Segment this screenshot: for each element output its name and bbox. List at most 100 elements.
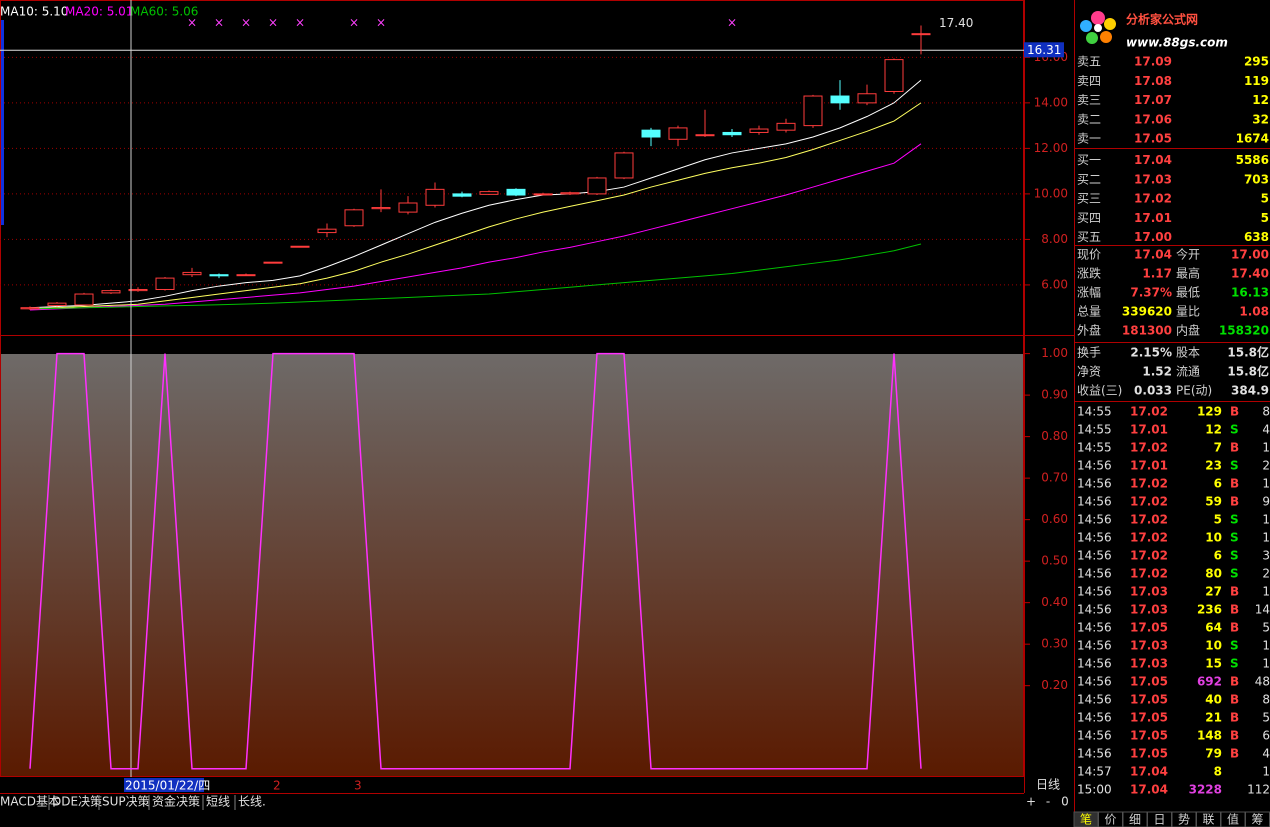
trade-time: 14:55 [1077, 441, 1112, 455]
panel-tab[interactable]: 势 [1178, 813, 1190, 827]
candle-body [74, 293, 94, 306]
candle-body [695, 134, 715, 137]
trade-count: 4 [1262, 747, 1270, 761]
panel-tab[interactable]: 联 [1202, 813, 1214, 827]
candle-body [857, 93, 877, 104]
trade-price: 17.01 [1130, 459, 1168, 473]
trade-count: 9 [1262, 495, 1270, 509]
x-label: 2 [273, 779, 281, 793]
y-tick-label: 0.90 [1041, 388, 1068, 402]
candle-body [803, 95, 823, 127]
stat-value: 181300 [1122, 324, 1172, 338]
trade-volume: 79 [1205, 747, 1222, 761]
trade-side: B [1230, 675, 1239, 689]
stat-label: 量比 [1176, 305, 1200, 319]
trade-volume: 59 [1205, 495, 1222, 509]
trade-volume: 10 [1205, 531, 1222, 545]
stat-value: 339620 [1122, 305, 1172, 319]
trade-time: 14:56 [1077, 675, 1112, 689]
panel-tab[interactable]: 价 [1104, 813, 1116, 827]
book-label: 卖一 [1077, 132, 1101, 146]
trade-count: 8 [1262, 405, 1270, 419]
button[interactable]: 0 [1061, 795, 1069, 809]
book-price: 17.00 [1134, 230, 1172, 244]
stat-value: 15.8亿 [1227, 364, 1269, 379]
stat-value: 158320 [1219, 324, 1269, 338]
trade-price: 17.04 [1130, 783, 1168, 797]
trade-side: B [1230, 495, 1239, 509]
tab[interactable]: MACD基本 [0, 795, 60, 809]
book-price: 17.08 [1134, 74, 1172, 88]
candle-body [479, 191, 499, 195]
tab[interactable]: 长线. [238, 795, 266, 809]
candle-body [506, 188, 526, 196]
trade-time: 14:56 [1077, 657, 1112, 671]
y-tick-label: 0.40 [1041, 595, 1068, 609]
trade-price: 17.05 [1130, 729, 1168, 743]
book-label: 卖二 [1077, 112, 1101, 126]
period-label: 日线 [1036, 778, 1060, 792]
legend-entry: MA60: 5.06 [130, 5, 198, 19]
candle-body [884, 59, 904, 92]
button[interactable]: - [1046, 795, 1050, 809]
trade-time: 14:56 [1077, 549, 1112, 563]
stat-label: 流通 [1176, 365, 1200, 379]
button[interactable]: + [1026, 795, 1036, 809]
book-label: 买三 [1077, 192, 1101, 206]
legend-entry: MA20: 5.01 [65, 5, 133, 19]
trade-time: 14:56 [1077, 513, 1112, 527]
stat-label: 股本 [1176, 346, 1200, 360]
trade-count: 3 [1262, 549, 1270, 563]
stat-label: 涨幅 [1077, 285, 1101, 300]
book-price: 17.07 [1134, 93, 1172, 107]
book-label: 卖五 [1077, 55, 1101, 69]
trade-side: B [1230, 621, 1239, 635]
book-price: 17.01 [1134, 211, 1172, 225]
panel-tab[interactable]: 细 [1129, 813, 1141, 827]
trade-volume: 64 [1205, 621, 1222, 635]
signal-mark: × [349, 16, 359, 30]
trade-volume: 6 [1214, 477, 1222, 491]
stat-value: 17.00 [1231, 248, 1269, 262]
tab[interactable]: SUP决策 [102, 795, 150, 809]
trade-volume: 5 [1214, 513, 1222, 527]
trade-price: 17.05 [1130, 747, 1168, 761]
stat-value: 16.13 [1231, 286, 1269, 300]
panel-tab[interactable]: 笔 [1080, 812, 1092, 827]
trade-side: S [1230, 639, 1239, 653]
candle-body [911, 33, 931, 36]
panel-tab[interactable]: 值 [1227, 812, 1239, 827]
tab[interactable]: 资金决策 [152, 794, 200, 809]
stat-label: 今开 [1176, 247, 1200, 262]
book-price: 17.04 [1134, 153, 1172, 167]
trade-count: 2 [1262, 567, 1270, 581]
stat-label: 内盘 [1176, 323, 1200, 338]
trade-side: B [1230, 585, 1239, 599]
panel-tab[interactable]: 筹 [1251, 813, 1263, 827]
trade-time: 14:56 [1077, 711, 1112, 725]
tab[interactable]: 短线 [206, 795, 230, 809]
stat-value: 384.9 [1231, 384, 1269, 398]
max-label: 17.40 [939, 16, 973, 30]
trade-volume: 236 [1197, 603, 1222, 617]
y-tick-label: 8.00 [1041, 232, 1068, 246]
trade-time: 14:56 [1077, 639, 1112, 653]
trade-side: S [1230, 567, 1239, 581]
main-frame [0, 0, 1024, 777]
trade-volume: 3228 [1189, 783, 1222, 797]
trade-volume: 8 [1214, 765, 1222, 779]
trade-side: B [1230, 711, 1239, 725]
indicator-line [29, 352, 922, 770]
trade-count: 8 [1262, 693, 1270, 707]
trade-time: 14:57 [1077, 765, 1112, 779]
trade-volume: 6 [1214, 549, 1222, 563]
trade-side: B [1230, 729, 1239, 743]
y-tick-label: 12.00 [1034, 141, 1068, 155]
ma-line [29, 143, 922, 311]
panel-tab[interactable]: 日 [1153, 813, 1165, 827]
stat-label: PE(动) [1176, 384, 1212, 398]
stat-value: 0.033 [1134, 384, 1172, 398]
y-tick-label: 0.50 [1041, 554, 1068, 568]
tab[interactable]: DDE决策 [52, 795, 102, 809]
